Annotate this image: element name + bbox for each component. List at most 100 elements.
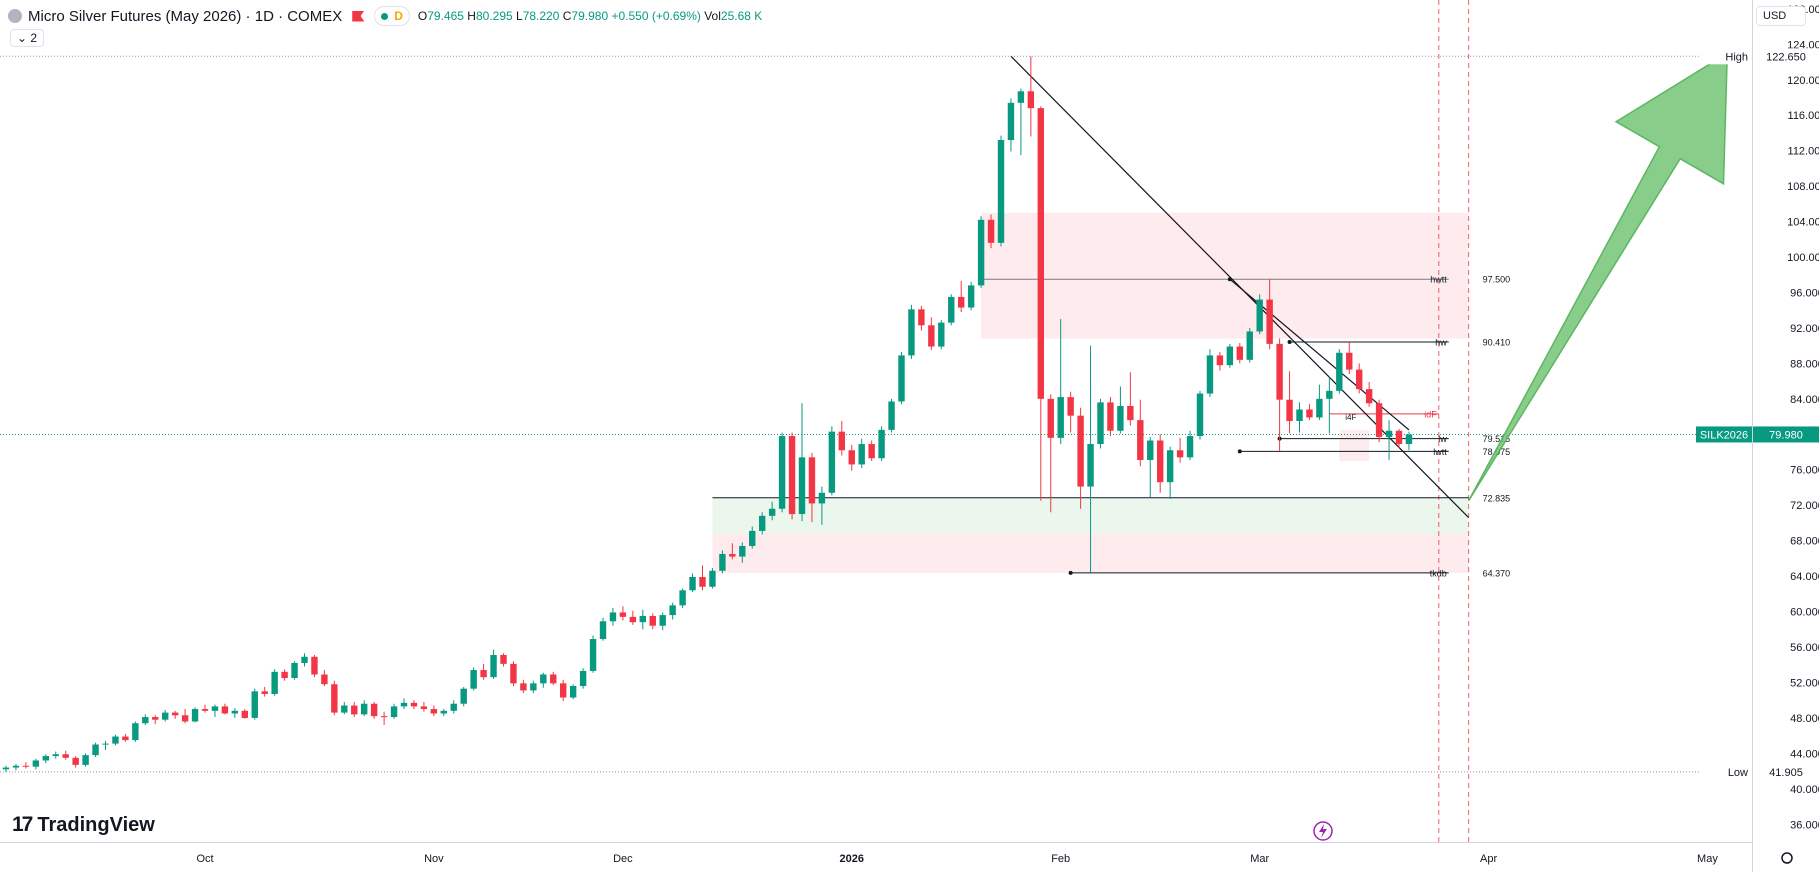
candle-body-131 — [1306, 409, 1313, 418]
candle-body-46 — [460, 688, 467, 704]
level-value-hw: 90.410 — [1483, 338, 1511, 348]
candle-body-47 — [470, 670, 477, 689]
candle-body-114 — [1137, 420, 1144, 460]
candle-body-61 — [609, 612, 617, 622]
market-status-pill[interactable]: D — [374, 6, 410, 26]
candle-body-74 — [739, 545, 746, 557]
candle-body-3 — [32, 760, 40, 767]
lightning-bolt-icon — [1319, 824, 1327, 838]
y-tick-label-8: 68.000 — [1790, 536, 1819, 548]
y-tick-label-5: 56.000 — [1790, 642, 1819, 654]
candle-body-113 — [1127, 405, 1134, 421]
candle-body-79 — [788, 436, 796, 515]
candle-body-66 — [659, 615, 666, 626]
symbol-title[interactable]: Micro Silver Futures (May 2026) · 1D · C… — [28, 7, 343, 25]
candle-body-119 — [1186, 436, 1194, 458]
candle-body-13 — [132, 723, 139, 741]
candle-body-32 — [321, 674, 328, 685]
flag-icon[interactable] — [352, 10, 365, 22]
y-tick-label-15: 96.000 — [1790, 287, 1819, 299]
candle-body-99 — [987, 219, 995, 243]
symbol-icon — [8, 9, 22, 23]
candle-body-106 — [1057, 397, 1064, 438]
symbol-tag-bg — [1696, 426, 1752, 443]
y-tick-label-21: 120.000 — [1787, 75, 1819, 87]
high-value: 80.295 — [475, 9, 513, 23]
candle-body-121 — [1206, 355, 1214, 394]
level-dot-lwtt — [1237, 449, 1242, 454]
candle-body-93 — [928, 325, 935, 347]
y-tick-label-16: 100.000 — [1787, 252, 1819, 264]
candle-body-65 — [649, 615, 656, 626]
indicators-toggle-button[interactable]: ⌄ 2 — [10, 29, 45, 47]
candle-body-109 — [1087, 444, 1094, 487]
candle-body-15 — [152, 717, 159, 720]
level-label-lwtt: lwtt — [1433, 447, 1447, 457]
candle-body-88 — [878, 429, 885, 459]
candle-body-41 — [410, 702, 418, 707]
high-price-tag-value: 122.650 — [1766, 51, 1806, 63]
volume-label: Vol — [704, 9, 721, 23]
level-label-hwtt: hwtt — [1430, 275, 1447, 285]
candle-body-42 — [420, 706, 428, 710]
currency-selector[interactable]: USD — [1756, 6, 1806, 26]
y-tick-label-12: 84.000 — [1790, 394, 1819, 406]
open-value: 79.465 — [427, 9, 464, 23]
high-price-tag-value-bg — [1753, 48, 1819, 65]
market-open-dot-icon — [381, 12, 389, 20]
candle-body-64 — [639, 615, 646, 623]
candle-body-12 — [122, 736, 129, 741]
candle-body-90 — [898, 355, 905, 402]
settings-gear-icon[interactable] — [1781, 852, 1793, 864]
candle-body-103 — [1027, 91, 1035, 109]
candle-body-89 — [888, 401, 895, 430]
candle-body-34 — [341, 705, 348, 713]
candle-body-25 — [251, 691, 258, 718]
x-tick-label-0: Oct — [196, 853, 213, 865]
candle-body-112 — [1117, 405, 1124, 431]
level-label-idf: idF — [1424, 409, 1437, 419]
candle-body-98 — [977, 219, 985, 286]
candle-body-110 — [1097, 402, 1104, 445]
candle-body-139 — [1385, 430, 1393, 437]
level-value-hwtt: 97.500 — [1483, 275, 1511, 285]
tradingview-logo[interactable]: 17 TradingView — [12, 813, 155, 837]
candle-body-7 — [72, 757, 79, 765]
level-value-lw: 79.515 — [1483, 434, 1511, 444]
candle-body-38 — [380, 716, 388, 718]
y-tick-label-18: 108.000 — [1787, 181, 1819, 193]
x-tick-label-7: May — [1697, 853, 1718, 865]
candle-body-22 — [221, 706, 229, 714]
candle-body-55 — [550, 674, 557, 684]
candle-body-2 — [22, 765, 30, 767]
y-tick-label-1: 40.000 — [1790, 784, 1819, 796]
candle-body-126 — [1256, 299, 1263, 332]
ohlc-readout: O79.465 H80.295 L78.220 C79.980 +0.550 (… — [418, 9, 762, 23]
candle-body-84 — [838, 431, 845, 451]
candle-body-19 — [191, 709, 199, 722]
y-tick-label-20: 116.000 — [1788, 110, 1819, 122]
candle-body-0 — [2, 767, 10, 770]
candle-body-124 — [1236, 346, 1243, 360]
open-label: O — [417, 9, 428, 23]
candle-body-87 — [868, 444, 875, 459]
candle-body-108 — [1077, 415, 1084, 487]
change-value: +0.550 (+0.69%) — [611, 9, 701, 23]
plot-background — [0, 0, 1752, 842]
candle-body-125 — [1246, 331, 1253, 360]
candle-body-117 — [1166, 450, 1174, 483]
candle-body-28 — [281, 671, 288, 679]
candle-body-10 — [102, 743, 109, 745]
candle-body-81 — [808, 457, 816, 504]
candle-body-5 — [52, 754, 59, 757]
level-label-hw: hw — [1435, 338, 1447, 348]
candle-body-50 — [500, 654, 507, 664]
candle-body-29 — [291, 662, 298, 679]
close-value: 79.980 — [571, 9, 609, 23]
level-label-tkdb: tkdb — [1430, 568, 1447, 578]
candle-body-122 — [1216, 355, 1224, 366]
low-label: L — [516, 9, 523, 23]
level-dot-tkdb — [1068, 570, 1073, 575]
